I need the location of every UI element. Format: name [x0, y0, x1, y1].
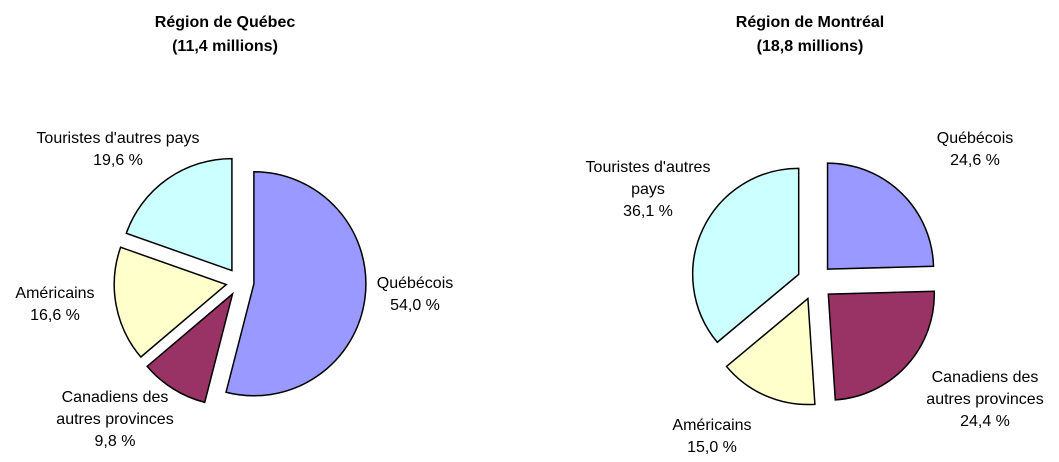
category-label: Québécois	[376, 275, 454, 292]
chart-subtitle: (18,8 millions)	[756, 38, 864, 55]
slice-label: Canadiens des autres provinces 9,8 %	[40, 387, 190, 453]
pie-slice	[827, 290, 936, 401]
category-label: Américains	[15, 285, 95, 302]
pie-slice	[725, 297, 816, 406]
pie-slice	[146, 291, 234, 404]
category-label: Américains	[672, 417, 752, 434]
slice-label: Américains 15,0 %	[652, 415, 772, 459]
category-label: Touristes d'autres pays	[585, 159, 711, 198]
value-label: 16,6 %	[30, 307, 80, 324]
chart-title: Région de Québec	[154, 14, 296, 31]
slice-label: Canadiens des autres provinces 24,4 %	[910, 367, 1059, 433]
slice-label: Touristes d'autres pays 36,1 %	[583, 157, 713, 223]
value-label: 15,0 %	[687, 439, 737, 456]
value-label: 19,6 %	[93, 152, 143, 169]
category-label: Québécois	[936, 130, 1014, 147]
chart-title: Région de Montréal	[735, 14, 885, 31]
category-label: Canadiens des autres provinces	[56, 389, 174, 428]
category-label: Touristes d'autres pays	[36, 130, 200, 147]
value-label: 54,0 %	[390, 297, 440, 314]
chart-subtitle: (11,4 millions)	[172, 38, 278, 55]
value-label: 9,8 %	[94, 433, 136, 450]
pie-slice	[225, 171, 367, 397]
pie-slice	[826, 162, 935, 270]
pie-slice	[125, 157, 233, 272]
slice-label: Québécois 54,0 %	[355, 273, 475, 317]
pie-slice	[113, 246, 228, 359]
slice-label: Touristes d'autres pays 19,6 %	[8, 128, 228, 172]
value-label: 24,4 %	[960, 413, 1010, 430]
category-label: Canadiens des autres provinces	[926, 369, 1044, 408]
slice-label: Québécois 24,6 %	[915, 128, 1035, 172]
slice-label: Américains 16,6 %	[10, 283, 100, 327]
value-label: 36,1 %	[623, 203, 673, 220]
value-label: 24,6 %	[950, 152, 1000, 169]
pie-slice	[692, 167, 800, 344]
